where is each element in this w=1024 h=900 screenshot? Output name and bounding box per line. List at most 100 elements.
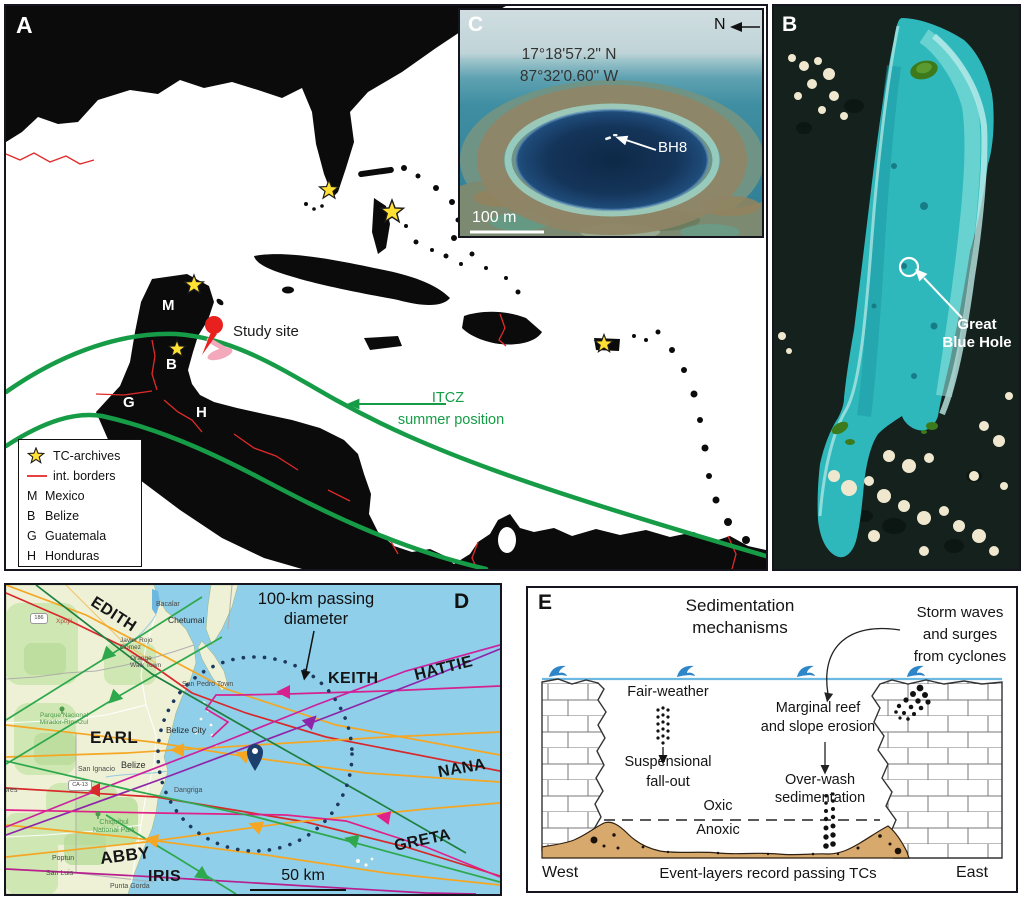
- place-san-pedro-town: San Pedro Town: [182, 681, 234, 688]
- bh8-core-label: BH8: [658, 139, 688, 156]
- panel-b-label: B: [782, 13, 798, 36]
- place-chiquibul-park: Chiquibul National Park: [92, 819, 136, 834]
- event-layers-caption: Event-layers record passing TCs: [659, 865, 877, 882]
- highway-shield-ca13: CA-13: [68, 780, 92, 791]
- place-parque-mirador: Parque Nacional Mirador-Río Azul: [39, 712, 89, 727]
- fair-weather-label: Fair-weather: [627, 684, 709, 700]
- fallout-arrow: [658, 747, 668, 765]
- panel-a-label: A: [16, 12, 33, 38]
- anoxic-label: Anoxic: [696, 822, 740, 838]
- storm-note-line1: Storm waves: [916, 604, 1004, 621]
- legend-row-honduras: H Honduras: [27, 546, 135, 566]
- legend-row-belize: B Belize: [27, 506, 135, 526]
- legend-row-int-borders: int. borders: [27, 466, 135, 486]
- north-arrow-icon: [730, 22, 760, 32]
- storm-note-line2: and surges: [922, 626, 998, 643]
- track-keith: [204, 685, 500, 738]
- track-hattie: [6, 644, 500, 828]
- storm-note-line3: from cyclones: [913, 648, 1007, 665]
- itcz-arrow: [346, 398, 446, 410]
- boat-icon: [605, 134, 618, 141]
- overwash-dots: [823, 792, 836, 849]
- storm-track-label-keith: KEITH: [328, 670, 379, 687]
- longitude-value: 87°32'0.60" W: [519, 68, 619, 86]
- legend-int-borders-label: int. borders: [53, 469, 116, 483]
- oxic-label: Oxic: [703, 798, 733, 814]
- annotation-arrow: [299, 630, 315, 682]
- atoll-satellite-graphic: [774, 6, 1019, 569]
- place-bacalar: Bacalar: [156, 601, 180, 608]
- lighthouse-reef-atoll: [817, 18, 994, 558]
- place-javier-rojo-gomez: Javier Rojo Gómez: [120, 637, 153, 652]
- study-site-label: Study site: [233, 323, 299, 340]
- panel-c-aerial-photo: C N 17°18'57.2" N 87°32'0.60" W BH8 100 …: [458, 8, 764, 238]
- place-belize-country: Belize: [121, 760, 146, 770]
- place-chetumal: Chetumal: [168, 615, 205, 625]
- legend-name-mexico: Mexico: [45, 489, 85, 503]
- hispaniola-island: [462, 311, 542, 345]
- track-orange-upper: [6, 585, 500, 756]
- highway-shield-186: 186: [30, 613, 48, 624]
- place-flores: Flores: [4, 787, 18, 794]
- place-belize-city: Belize City: [166, 725, 207, 735]
- great-blue-hole-arrow: [911, 265, 963, 319]
- track-green-3: [35, 585, 467, 854]
- storm-debris-dots: [894, 684, 931, 721]
- track-red-secondary: [6, 787, 500, 877]
- itcz-label-line2: summer position: [397, 412, 505, 428]
- place-poptun: Poptun: [52, 855, 75, 862]
- wave-icons: [549, 665, 925, 677]
- park-tree-icons: [59, 706, 101, 819]
- bh8-arrow: [613, 132, 657, 151]
- tracks-map-graphic: [6, 585, 500, 894]
- sedimentation-graphic: [541, 627, 1003, 859]
- sediment-clasts: [590, 833, 902, 856]
- track-abby: [6, 802, 500, 858]
- legend-row-tc-archives: TC-archives: [27, 446, 135, 466]
- great-blue-hole-callout-line1: Great: [957, 316, 997, 333]
- place-san-luis: San Luis: [46, 870, 74, 877]
- legend-row-mexico: M Mexico: [27, 486, 135, 506]
- cayes: [831, 60, 938, 445]
- great-blue-hole-marker: [898, 256, 920, 278]
- map-letter-guatemala: G: [123, 394, 135, 411]
- legend-name-guatemala: Guatemala: [45, 529, 107, 543]
- panel-b-satellite-image: B Great Blue Hole: [772, 4, 1021, 571]
- blue-hole-photo-graphic: [460, 10, 762, 236]
- marginal-reef-label-line1: Marginal reef: [775, 700, 861, 716]
- place-punta-gorda: Punta Gorda: [110, 883, 150, 890]
- fair-weather-fallout-dots: [656, 706, 670, 745]
- place-dangriga: Dangriga: [174, 787, 203, 794]
- legend-key-h: H: [27, 549, 37, 563]
- central-america-landmass: [96, 274, 457, 569]
- legend: TC-archives int. borders M Mexico B Beli…: [18, 439, 142, 567]
- map-letter-belize: B: [166, 356, 177, 373]
- panel-c-label: C: [468, 13, 484, 36]
- storm-wave-arrow: [822, 627, 901, 704]
- panel-d-label: D: [454, 590, 470, 613]
- scale-label: 100 m: [472, 209, 517, 226]
- legend-key-m: M: [27, 489, 38, 503]
- track-green-5: [105, 814, 237, 894]
- storm-track-label-earl: EARL: [90, 728, 139, 747]
- legend-key-b: B: [27, 509, 36, 523]
- legend-key-g: G: [27, 529, 37, 543]
- storm-track-label-iris: IRIS: [148, 868, 182, 885]
- tc-archives-star-icon: [27, 447, 53, 465]
- map-letter-mexico: M: [162, 297, 175, 314]
- map-letter-honduras: H: [196, 404, 207, 421]
- blue-hole-pin-icon: [247, 744, 263, 771]
- track-iris: [6, 868, 477, 894]
- place-orange-walk-town: Orange Walk Town: [130, 655, 162, 670]
- track-greta: [6, 809, 500, 878]
- legend-tc-archives-label: TC-archives: [53, 449, 121, 463]
- track-edith: [6, 592, 500, 772]
- international-borders: [6, 152, 737, 569]
- west-label: West: [542, 864, 579, 881]
- south-america-landmass: [390, 514, 766, 569]
- suspensional-label-line1: Suspensional: [624, 754, 712, 770]
- intl-border-line-icon: [27, 475, 53, 477]
- marginal-reef-label-line2: and slope erosion: [760, 719, 876, 735]
- erosion-arrow: [820, 742, 830, 775]
